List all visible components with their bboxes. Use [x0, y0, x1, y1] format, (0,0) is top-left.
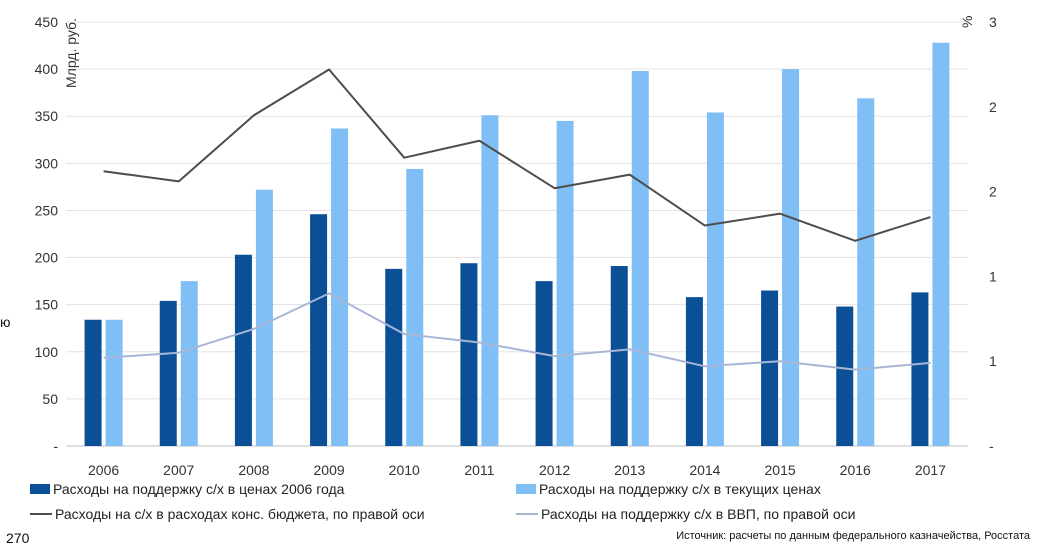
legend-label: Расходы на поддержку с/х в текущих ценах: [539, 481, 821, 497]
bar: [310, 214, 328, 446]
right-tick-label: 2: [989, 99, 997, 115]
bar: [481, 115, 499, 446]
bar: [460, 263, 478, 446]
x-tick-label: 2017: [915, 462, 946, 478]
right-tick-label: 1: [989, 353, 997, 369]
bars: [84, 42, 950, 447]
x-tick-label: 2015: [765, 462, 796, 478]
left-tick-label: 100: [35, 344, 59, 360]
right-axis-ticks: - 1 1 2 2 3: [989, 14, 997, 454]
legend-item-gdp-share: Расходы на поддержку с/х в ВВП, по право…: [516, 506, 855, 522]
left-axis-ticks: - 50 100 150 200 250 300 350 400 450: [35, 14, 59, 454]
bar: [535, 281, 553, 446]
bar: [610, 266, 628, 446]
right-tick-label: 2: [989, 184, 997, 200]
x-tick-label: 2006: [88, 462, 119, 478]
bar: [836, 306, 854, 446]
legend-label: Расходы на поддержку с/х в ценах 2006 го…: [53, 481, 345, 497]
left-tick-label: 200: [35, 250, 59, 266]
legend-label: Расходы на с/х в расходах конс. бюджета,…: [55, 506, 425, 522]
bar: [761, 290, 779, 446]
bar: [105, 319, 123, 446]
left-tick-label: 50: [42, 391, 58, 407]
left-tick-label: 250: [35, 202, 59, 218]
x-tick-label: 2014: [689, 462, 720, 478]
x-tick-label: 2013: [614, 462, 645, 478]
x-tick-label: 2010: [389, 462, 420, 478]
bar: [159, 300, 177, 446]
series-line: [103, 292, 931, 371]
right-tick-label: -: [989, 438, 994, 454]
bar: [255, 189, 273, 446]
x-tick-label: 2008: [238, 462, 269, 478]
x-tick-label: 2011: [464, 462, 494, 478]
next-chart-tick: 270: [6, 530, 30, 546]
bar: [180, 281, 198, 446]
left-tick-label: -: [53, 438, 58, 454]
legend-swatch-light-line: [516, 513, 538, 515]
legend-label: Расходы на поддержку с/х в ВВП, по право…: [541, 506, 856, 522]
right-tick-label: 1: [989, 268, 997, 284]
legend-item-budget-share: Расходы на с/х в расходах конс. бюджета,…: [30, 506, 425, 522]
bar: [706, 112, 724, 446]
left-tick-label: 450: [35, 14, 59, 30]
x-tick-label: 2016: [840, 462, 871, 478]
left-tick-label: 350: [35, 108, 59, 124]
right-tick-label: 3: [989, 14, 997, 30]
legend-swatch-dark-bar: [30, 484, 50, 494]
bar: [385, 268, 403, 446]
bar: [782, 69, 800, 446]
bar: [857, 98, 875, 446]
bar: [406, 168, 424, 446]
bar: [84, 319, 102, 446]
legend-swatch-light-bar: [516, 484, 536, 494]
series-line: [103, 68, 931, 242]
source-note: Источник: расчеты по данным федерального…: [676, 530, 1030, 542]
legend-item-current-prices: Расходы на поддержку с/х в текущих ценах: [516, 481, 821, 497]
left-tick-label: 300: [35, 155, 59, 171]
bar: [631, 70, 649, 447]
legend-swatch-dark-line: [30, 513, 52, 515]
right-axis-label: %: [959, 16, 975, 28]
lines: [103, 68, 931, 371]
x-tick-label: 2012: [539, 462, 570, 478]
legend-item-real-prices: Расходы на поддержку с/х в ценах 2006 го…: [30, 481, 344, 497]
gridlines: [66, 21, 968, 447]
x-axis-ticks: 2006 2007 2008 2009 2010 2011 2012 2013 2014 2015…: [88, 462, 946, 478]
bar: [685, 297, 703, 446]
bar: [331, 128, 349, 446]
cut-off-text: ю: [0, 314, 11, 330]
bar: [556, 120, 574, 446]
bar: [911, 292, 929, 446]
x-tick-label: 2007: [163, 462, 194, 478]
x-tick-label: 2009: [314, 462, 345, 478]
left-tick-label: 400: [35, 61, 59, 77]
bar: [234, 254, 252, 446]
left-axis-label: Млрд. руб.: [63, 18, 79, 88]
bar: [932, 42, 950, 447]
left-tick-label: 150: [35, 297, 59, 313]
